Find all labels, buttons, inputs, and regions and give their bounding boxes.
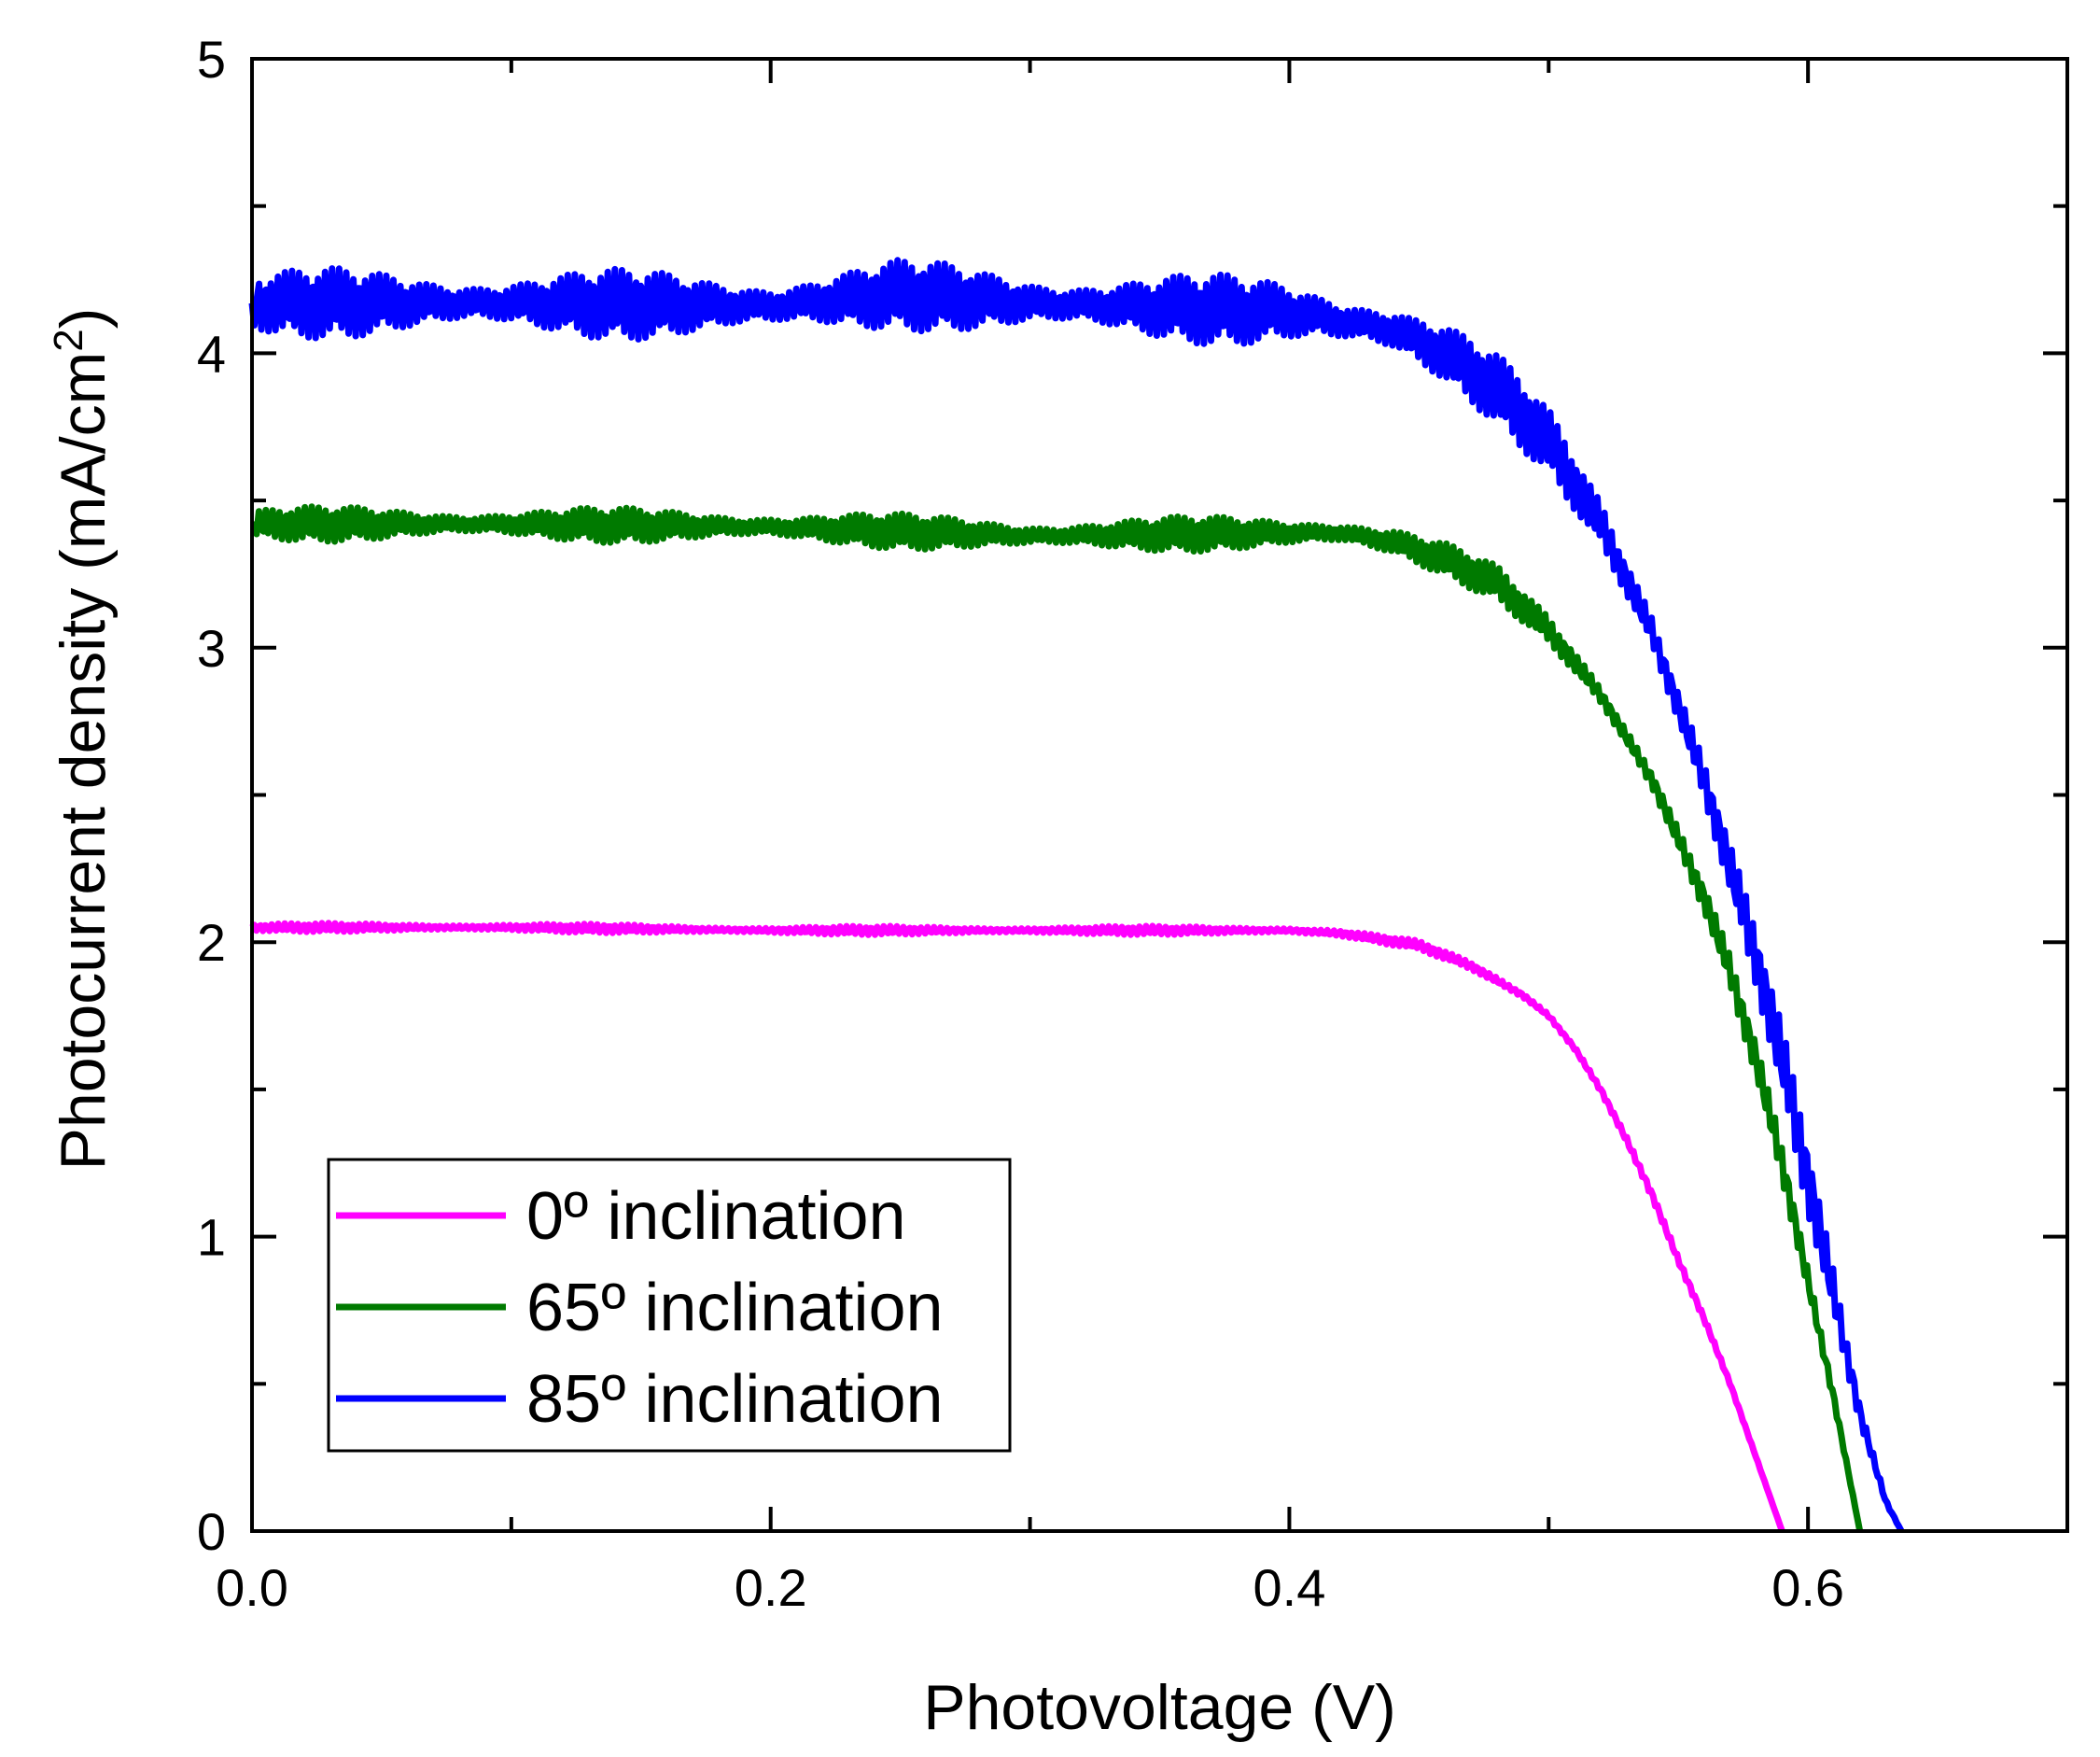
y-axis-title-main: Photocurrent density (mA/cm [48, 352, 119, 1171]
legend-label: 65º inclination [526, 1271, 944, 1345]
y-axis-title: Photocurrent density (mA/cm2) [46, 308, 119, 1171]
y-axis-title-end: ) [48, 308, 119, 330]
y-tick-label: 0 [197, 1502, 226, 1561]
y-tick-label: 1 [197, 1208, 226, 1267]
data-series-group [248, 257, 1905, 1533]
x-tick-label: 0.4 [1253, 1558, 1325, 1617]
y-tick-label: 4 [197, 324, 226, 383]
y-tick-label: 5 [197, 30, 226, 89]
x-axis-title: Photovoltage (V) [923, 1672, 1396, 1743]
legend-label: 85º inclination [526, 1362, 944, 1437]
x-tick-label: 0.6 [1771, 1558, 1844, 1617]
tick-labels: 0.0 0.2 0.4 0.6 0 1 2 3 4 5 [197, 30, 1844, 1617]
y-tick-label: 3 [197, 619, 226, 678]
y-tick-label: 2 [197, 913, 226, 972]
series-line [248, 257, 1905, 1533]
legend: 0º inclination 65º inclination 85º inclina… [327, 1158, 1012, 1453]
plot-frame [250, 57, 2069, 1533]
y-axis-title-superscript: 2 [46, 329, 91, 351]
x-tick-label: 0.2 [735, 1558, 807, 1617]
legend-label: 0º inclination [526, 1179, 906, 1254]
series-line [250, 503, 1864, 1532]
x-tick-label: 0.0 [216, 1558, 288, 1617]
series-line [249, 920, 1785, 1533]
